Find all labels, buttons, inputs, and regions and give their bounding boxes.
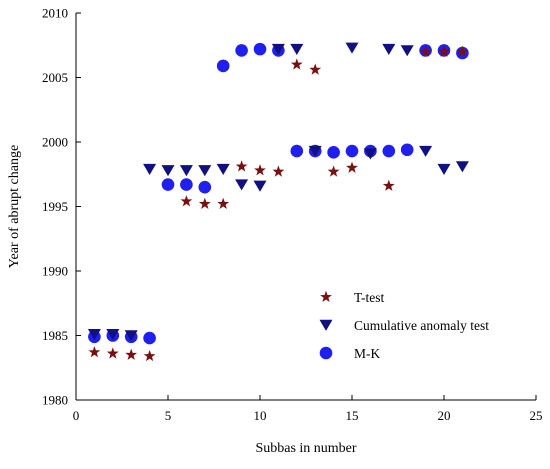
- data-point-star: [198, 197, 211, 209]
- legend-marker-circle: [319, 346, 333, 360]
- y-axis-title: Year of abrupt change: [7, 145, 22, 268]
- data-point-star: [419, 45, 432, 57]
- data-point-triangle-down: [437, 163, 451, 175]
- data-point-star: [290, 58, 303, 70]
- data-point-circle: [382, 144, 396, 158]
- data-point-triangle-down: [143, 163, 157, 175]
- y-ticks: 1980 1985 1990 1995 2000 2005 2010: [42, 6, 81, 408]
- legend-label: Cumulative anomaly test: [354, 318, 489, 333]
- data-point-star: [346, 161, 358, 173]
- y-tick-label: 1995: [42, 199, 68, 214]
- data-point-triangle-down: [345, 42, 359, 54]
- data-point-star: [382, 179, 395, 191]
- data-point-triangle-down: [179, 165, 193, 177]
- data-points: [87, 42, 469, 362]
- y-tick-label: 2010: [42, 6, 68, 21]
- series-triangle-down: [87, 42, 469, 342]
- data-point-star: [106, 347, 119, 359]
- x-ticks: 0 5 10 15 20 25: [73, 395, 543, 423]
- legend-marker-star: [320, 290, 332, 303]
- data-point-triangle-down: [271, 43, 285, 55]
- data-point-circle: [198, 180, 212, 194]
- data-point-triangle-down: [290, 43, 304, 55]
- data-point-triangle-down: [124, 330, 138, 342]
- data-point-star: [88, 346, 101, 358]
- data-point-triangle-down: [419, 145, 433, 157]
- data-point-star: [327, 165, 340, 177]
- y-tick-label: 2005: [42, 70, 68, 85]
- data-point-circle: [143, 331, 156, 345]
- x-tick-label: 5: [165, 408, 172, 423]
- y-tick-label: 1985: [42, 328, 68, 343]
- data-point-triangle-down: [198, 165, 212, 177]
- data-point-triangle-down: [455, 161, 469, 173]
- data-point-star: [125, 348, 138, 360]
- data-point-circle: [345, 144, 359, 158]
- y-tick-label: 1990: [42, 264, 68, 279]
- x-tick-label: 25: [530, 408, 543, 423]
- data-point-star: [309, 63, 322, 75]
- data-point-circle: [253, 42, 267, 56]
- data-point-star: [272, 165, 285, 177]
- data-point-triangle-down: [106, 329, 120, 341]
- y-tick-label: 2000: [42, 135, 68, 150]
- x-tick-label: 15: [346, 408, 359, 423]
- data-point-star: [217, 197, 230, 209]
- data-point-star: [456, 45, 469, 57]
- x-tick-label: 0: [73, 408, 80, 423]
- series-circle: [88, 42, 469, 345]
- data-point-star: [143, 349, 156, 362]
- data-point-circle: [290, 144, 304, 158]
- data-point-triangle-down: [400, 45, 414, 57]
- data-point-circle: [216, 59, 230, 73]
- data-point-triangle-down: [235, 179, 249, 191]
- x-tick-label: 20: [438, 408, 451, 423]
- data-point-circle: [180, 178, 193, 191]
- data-point-triangle-down: [308, 145, 322, 157]
- data-point-circle: [400, 143, 414, 157]
- legend: T-test Cumulative anomaly test M-K: [319, 290, 489, 361]
- data-point-star: [235, 160, 248, 172]
- data-point-star: [180, 195, 193, 207]
- data-point-circle: [235, 44, 248, 57]
- x-tick-label: 10: [254, 408, 267, 423]
- data-point-star: [254, 164, 266, 176]
- data-point-triangle-down: [216, 163, 230, 175]
- series-star: [88, 45, 469, 362]
- y-tick-label: 1980: [42, 393, 68, 408]
- x-axis-title: Subbas in number: [255, 441, 356, 456]
- data-point-circle: [327, 146, 340, 159]
- legend-label: M-K: [354, 346, 380, 361]
- data-point-circle: [161, 178, 175, 191]
- legend-marker-triangle-down: [319, 319, 333, 331]
- data-point-triangle-down: [363, 148, 377, 160]
- data-point-triangle-down: [253, 180, 267, 192]
- data-point-triangle-down: [161, 165, 175, 177]
- data-point-star: [438, 45, 450, 57]
- data-point-triangle-down: [87, 329, 101, 341]
- legend-label: T-test: [354, 290, 384, 305]
- data-point-triangle-down: [382, 43, 396, 55]
